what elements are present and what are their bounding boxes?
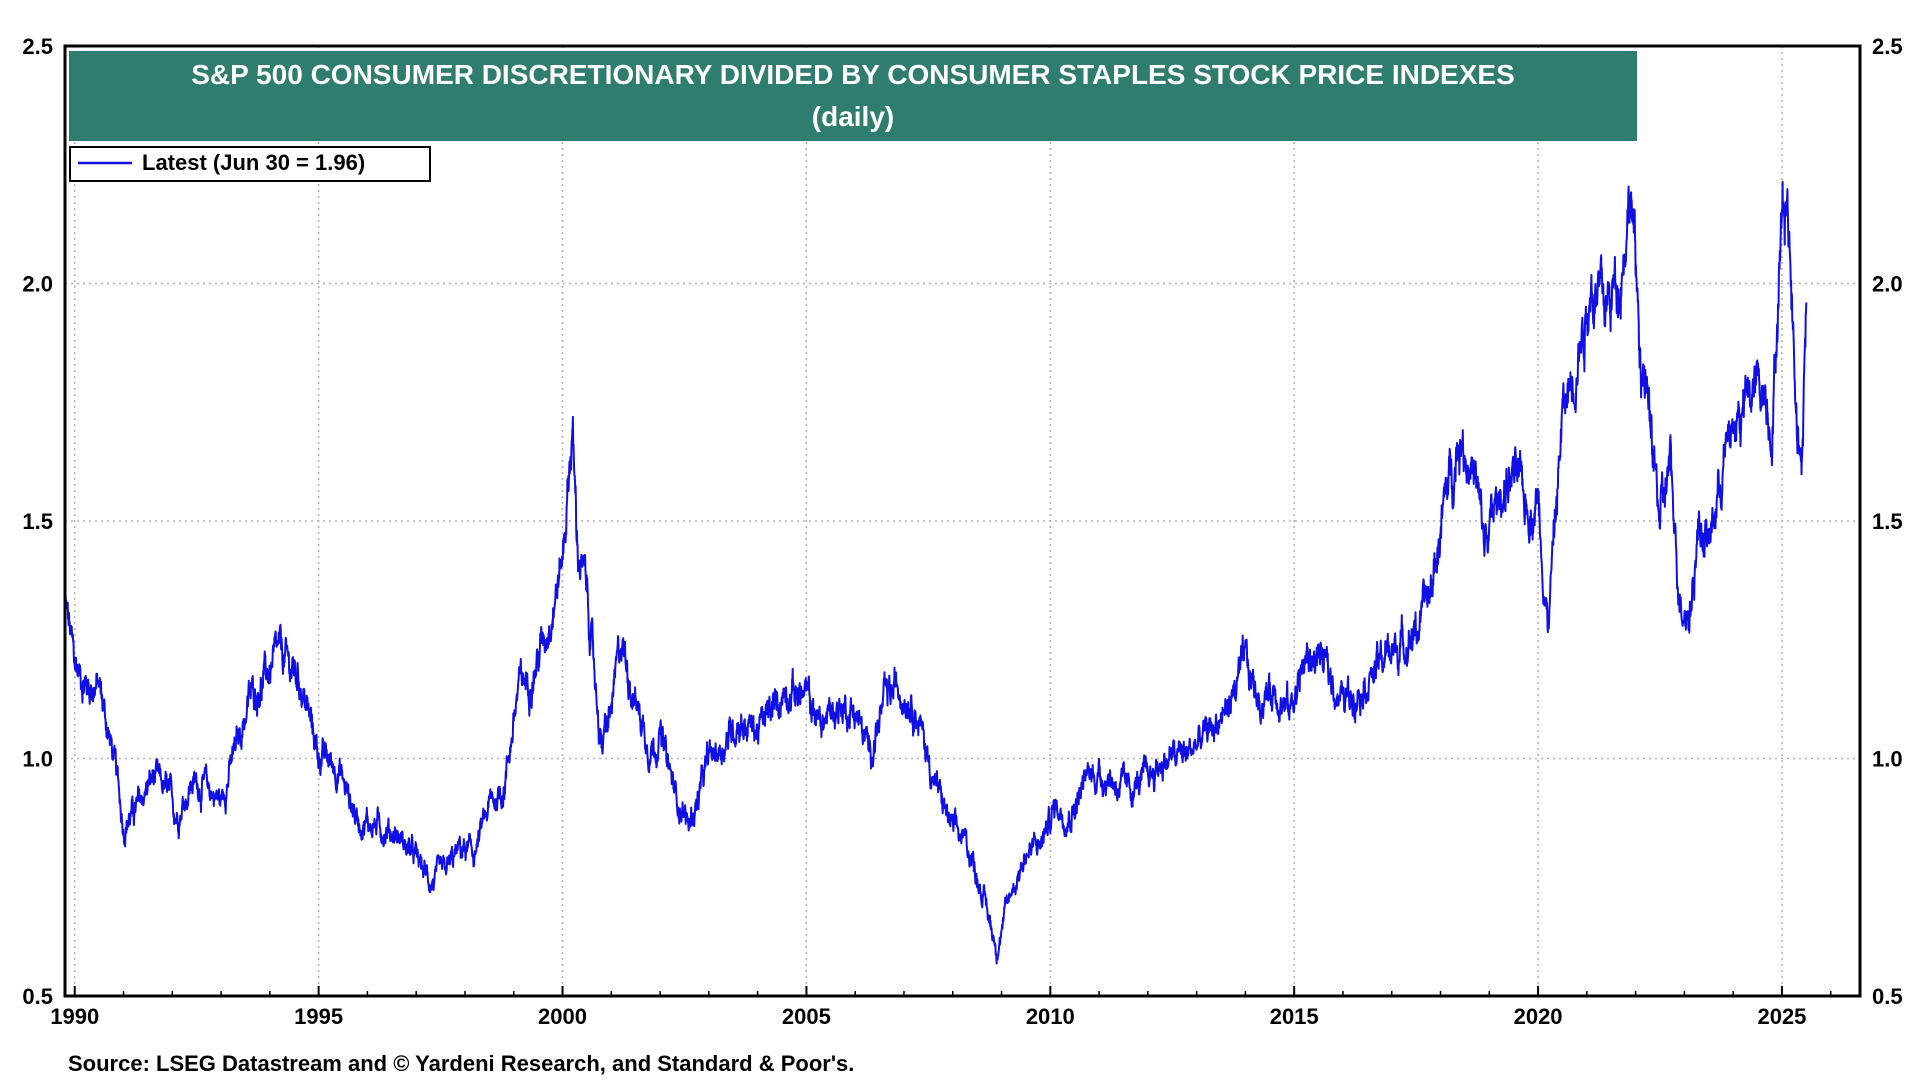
y-tick-label-right: 1.0 (1872, 747, 1903, 772)
x-tick-label: 2000 (538, 1004, 587, 1029)
grid (65, 46, 1860, 996)
y-tick-label-right: 2.5 (1872, 34, 1903, 59)
chart-subtitle: (daily) (812, 101, 894, 132)
y-tick-label-right: 1.5 (1872, 509, 1903, 534)
y-tick-label-left: 2.0 (22, 272, 53, 297)
x-tick-label: 1990 (50, 1004, 99, 1029)
source-note: Source: LSEG Datastream and © Yardeni Re… (68, 1051, 854, 1076)
series-line (64, 181, 1808, 965)
legend: Latest (Jun 30 = 1.96) (69, 146, 431, 182)
y-tick-label-left: 1.0 (22, 747, 53, 772)
legend-label: Latest (Jun 30 = 1.96) (142, 150, 365, 175)
series-line-group (64, 181, 1808, 965)
y-tick-label-right: 2.0 (1872, 272, 1903, 297)
y-tick-label-left: 0.5 (22, 984, 53, 1009)
x-tick-label: 2015 (1270, 1004, 1319, 1029)
x-tick-label: 1995 (294, 1004, 343, 1029)
x-tick-label: 2010 (1026, 1004, 1075, 1029)
title-banner (69, 51, 1637, 141)
plot-frame (63, 44, 1862, 998)
x-tick-label: 2025 (1757, 1004, 1806, 1029)
y-tick-label-left: 2.5 (22, 34, 53, 59)
chart-title: S&P 500 CONSUMER DISCRETIONARY DIVIDED B… (191, 59, 1515, 90)
y-tick-label-right: 0.5 (1872, 984, 1903, 1009)
y-tick-label-left: 1.5 (22, 509, 53, 534)
x-tick-label: 2005 (782, 1004, 831, 1029)
x-tick-label: 2020 (1514, 1004, 1563, 1029)
